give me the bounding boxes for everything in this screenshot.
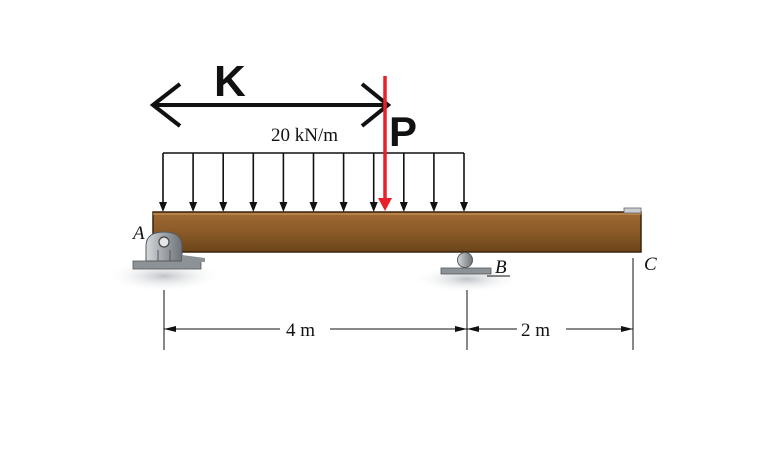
load-arrow-head — [159, 202, 167, 212]
load-arrow-head — [460, 202, 468, 212]
load-arrow-head — [219, 202, 228, 212]
support-b-label: B — [495, 257, 507, 278]
load-arrow-head — [339, 202, 348, 212]
load-arrow-head — [399, 202, 408, 212]
ground-shadow-b — [413, 265, 521, 293]
dimension-lines — [163, 258, 634, 350]
roller-support-b — [440, 252, 492, 275]
load-arrow-head — [189, 202, 198, 212]
support-a-label: A — [131, 223, 145, 244]
load-arrow-head — [249, 202, 258, 212]
load-arrow-head — [279, 202, 288, 212]
pin-support-a — [132, 231, 205, 270]
dimension-bc-label: 2 m — [521, 320, 550, 341]
free-end-label: C — [644, 254, 657, 275]
distributed-load — [159, 152, 468, 212]
beam — [152, 207, 642, 253]
point-load-arrow — [378, 76, 392, 211]
point-load-label: P — [389, 108, 417, 155]
load-arrow-head — [429, 202, 438, 212]
load-arrow-head — [369, 202, 378, 212]
load-arrow-head — [309, 202, 318, 212]
span-arrow-k — [149, 82, 392, 128]
span-arrow-label: K — [214, 57, 246, 106]
dimension-ab-label: 4 m — [286, 320, 315, 341]
distributed-load-label: 20 kN/m — [271, 125, 338, 146]
